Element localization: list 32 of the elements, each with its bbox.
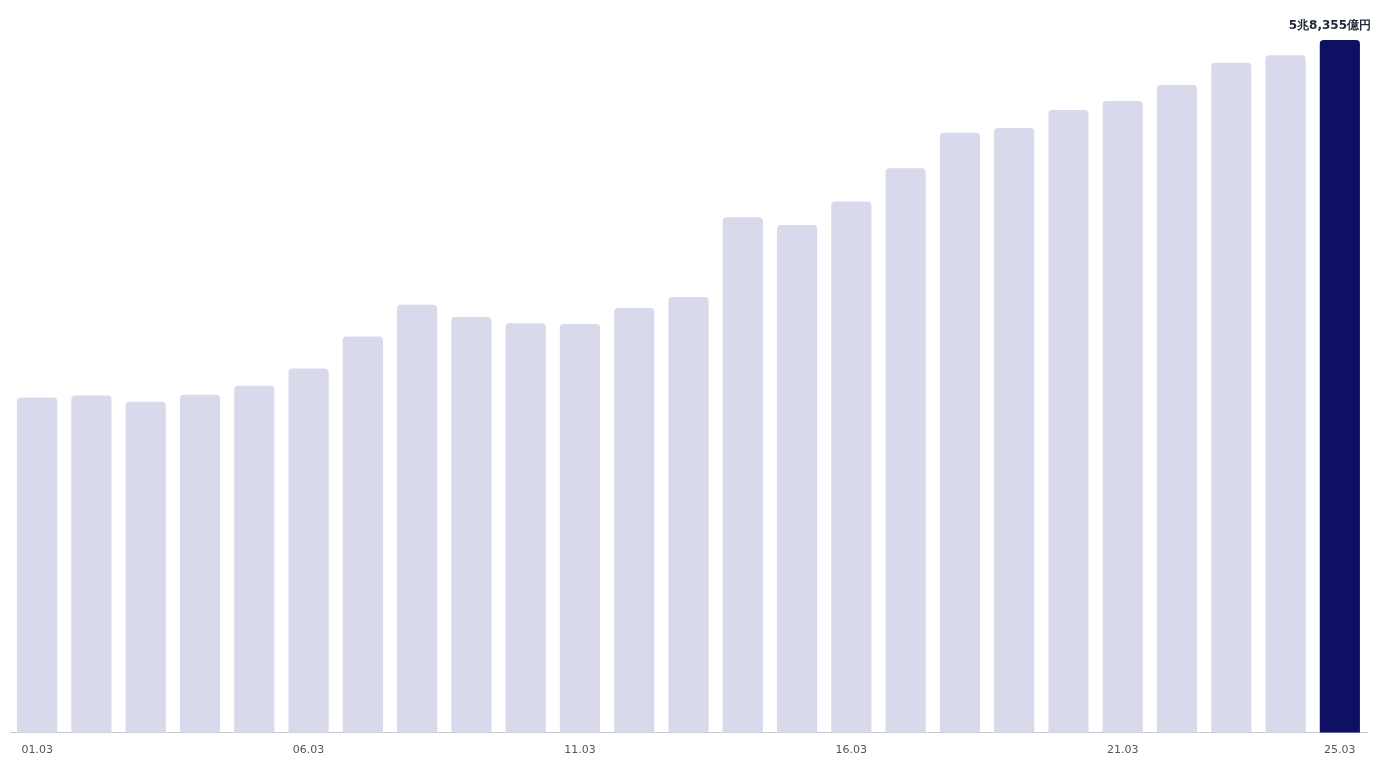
bar [614,308,655,733]
annotation: 5兆8,355億円 [1288,18,1371,33]
bar [288,368,329,733]
bar [1102,100,1143,733]
bar [1156,85,1198,733]
bar [1265,55,1306,733]
bar [776,224,818,733]
bar [342,336,383,733]
bar [17,397,58,733]
x-tick-label: 25.03 [1324,743,1356,757]
bar [939,132,980,733]
bar [71,395,112,733]
bar [885,168,926,733]
bar [179,394,221,733]
x-tick-label: 01.03 [21,743,53,757]
bar [722,217,763,733]
x-tick-label: 11.03 [564,743,596,757]
bar [1048,109,1089,733]
bar [234,385,275,733]
bar [397,304,438,733]
x-tick-label: 06.03 [292,743,325,757]
bar [125,401,166,733]
bar [505,323,546,733]
bar [1211,62,1252,733]
bar [994,127,1035,733]
bar [1319,40,1360,733]
bar [559,324,601,733]
bar [831,201,872,733]
bar [451,317,492,733]
bar [668,297,709,733]
x-tick-label: 21.03 [1106,743,1139,757]
x-tick-label: 16.03 [835,743,868,757]
